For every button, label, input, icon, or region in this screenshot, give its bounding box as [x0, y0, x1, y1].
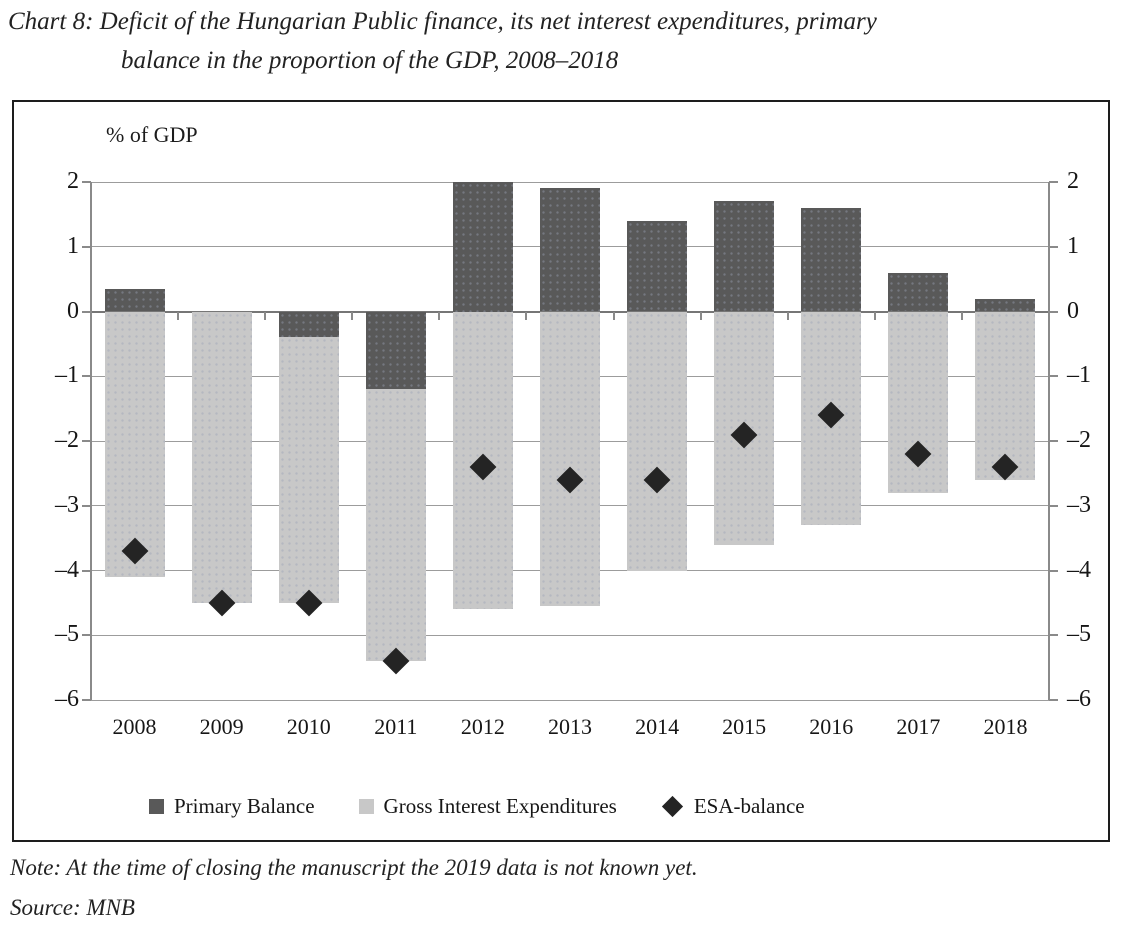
- legend-item-gross-interest: Gross Interest Expenditures: [358, 794, 617, 819]
- legend-item-esa-balance: ESA-balance: [661, 794, 805, 819]
- primary-balance-bar: [888, 272, 949, 312]
- gridline: [91, 634, 1049, 636]
- gross-interest-bar: [888, 311, 949, 493]
- x-axis-year-label: 2010: [286, 714, 331, 739]
- x-axis-year-label: 2018: [983, 714, 1028, 739]
- category-boundary-tick: [873, 311, 876, 320]
- gross-interest-bar: [104, 311, 165, 577]
- y-axis-tick-left: [82, 504, 91, 507]
- x-axis-year-label: 2009: [199, 714, 244, 739]
- x-axis-year-label: 2016: [809, 714, 854, 739]
- right-axis-line: [1048, 182, 1050, 700]
- gridline: [91, 181, 1049, 183]
- gross-interest-bar: [365, 389, 426, 662]
- y-axis-label-left: –5: [55, 621, 79, 648]
- primary-balance-bar: [278, 311, 339, 338]
- y-axis-tick-right: [1049, 375, 1058, 378]
- category-boundary-tick: [525, 311, 528, 320]
- gross-interest-swatch-icon: [358, 799, 374, 814]
- y-axis-tick-right: [1049, 634, 1058, 637]
- y-axis-tick-left: [82, 181, 91, 183]
- primary-balance-swatch-icon: [149, 799, 164, 814]
- y-axis-tick-right: [1049, 699, 1058, 701]
- chart-note: Note: At the time of closing the manuscr…: [10, 855, 698, 880]
- x-axis-year-label: 2012: [460, 714, 505, 739]
- y-axis-label-left: 2: [67, 168, 79, 194]
- y-axis-tick-left: [82, 440, 91, 442]
- primary-balance-bar: [801, 207, 862, 312]
- category-boundary-tick: [264, 311, 267, 320]
- category-boundary-tick: [786, 311, 789, 320]
- primary-balance-bar: [452, 182, 513, 312]
- y-axis-label-right: 0: [1067, 297, 1079, 324]
- y-axis-label-right: –2: [1067, 427, 1091, 453]
- x-axis-year-label: 2015: [722, 714, 767, 739]
- y-axis-label-right: –1: [1067, 362, 1091, 389]
- y-axis-tick-right: [1049, 569, 1058, 572]
- x-axis-year-label: 2014: [635, 714, 680, 739]
- y-axis-tick-right: [1049, 181, 1058, 183]
- plot-area: 2 2 1 1 0 0 –1 –1 –2 –2 –3 –3 –4 –4 –5 –5 –6 –6 2008 2009 20…: [55, 169, 1091, 739]
- y-axis-tick-left: [82, 310, 91, 313]
- y-axis-label-left: –6: [55, 686, 79, 712]
- chart-frame: % of GDP 2 2 1 1 0 0 –1 –1 –2 –2 –3 –3 –4 –4 –5 –5 –6 –6 2…: [12, 100, 1110, 842]
- y-axis-tick-left: [82, 569, 91, 572]
- chart-title-line2: balance in the proportion of the GDP, 20…: [121, 47, 619, 74]
- x-axis-year-label: 2011: [374, 714, 418, 739]
- y-axis-tick-left: [82, 699, 91, 701]
- y-axis-label-right: –4: [1067, 556, 1091, 583]
- primary-balance-bar: [365, 311, 426, 390]
- gross-interest-bar: [540, 311, 600, 607]
- x-axis-year-label: 2013: [548, 714, 592, 739]
- gridline: [91, 699, 1049, 701]
- y-axis-label-right: –3: [1067, 491, 1091, 518]
- gross-interest-bar: [975, 311, 1036, 480]
- chart-source: Source: MNB: [10, 895, 135, 920]
- primary-balance-bar: [627, 220, 688, 312]
- y-axis-tick-left: [82, 634, 91, 637]
- legend-label: Primary Balance: [174, 794, 315, 818]
- esa-balance-diamond-icon: [661, 795, 683, 818]
- y-axis-label-left: –1: [55, 362, 79, 389]
- gross-interest-bar: [191, 311, 252, 603]
- chart-legend: Primary Balance Gross Interest Expenditu…: [14, 794, 1108, 819]
- left-axis-line: [90, 182, 92, 700]
- category-boundary-tick: [699, 311, 702, 320]
- y-axis-label-right: –5: [1067, 621, 1091, 648]
- y-axis-tick-left: [82, 245, 91, 248]
- category-boundary-tick: [177, 311, 180, 320]
- y-axis-unit-label: % of GDP: [106, 122, 198, 147]
- y-axis-label-left: –4: [55, 556, 79, 583]
- y-axis-tick-left: [82, 375, 91, 378]
- primary-balance-bar: [104, 288, 165, 312]
- y-axis-tick-right: [1049, 440, 1058, 442]
- y-axis-label-left: –3: [55, 491, 79, 518]
- y-axis-label-right: 1: [1067, 232, 1079, 259]
- y-axis-label-left: –2: [55, 427, 79, 453]
- chart-title-line1: Chart 8: Deficit of the Hungarian Public…: [8, 8, 877, 35]
- y-axis-tick-right: [1049, 504, 1058, 507]
- legend-item-primary-balance: Primary Balance: [149, 794, 315, 819]
- category-boundary-tick: [612, 311, 615, 320]
- x-axis-year-label: 2008: [112, 714, 157, 739]
- gross-interest-bar: [627, 311, 688, 571]
- y-axis-label-right: –6: [1067, 686, 1091, 712]
- y-axis-tick-right: [1049, 310, 1058, 313]
- gross-interest-bar: [278, 337, 339, 603]
- primary-balance-bar: [714, 201, 775, 312]
- y-axis-tick-right: [1049, 245, 1058, 248]
- x-axis-year-label: 2017: [896, 714, 941, 739]
- category-boundary-tick: [960, 311, 963, 320]
- category-boundary-tick: [351, 311, 354, 320]
- legend-label: ESA-balance: [693, 794, 805, 818]
- primary-balance-bar: [540, 188, 600, 312]
- y-axis-label-right: 2: [1067, 168, 1079, 194]
- y-axis-label-left: 0: [67, 297, 79, 324]
- primary-balance-bar: [975, 298, 1036, 312]
- legend-label: Gross Interest Expenditures: [383, 794, 617, 818]
- category-boundary-tick: [438, 311, 441, 320]
- y-axis-label-left: 1: [67, 232, 79, 259]
